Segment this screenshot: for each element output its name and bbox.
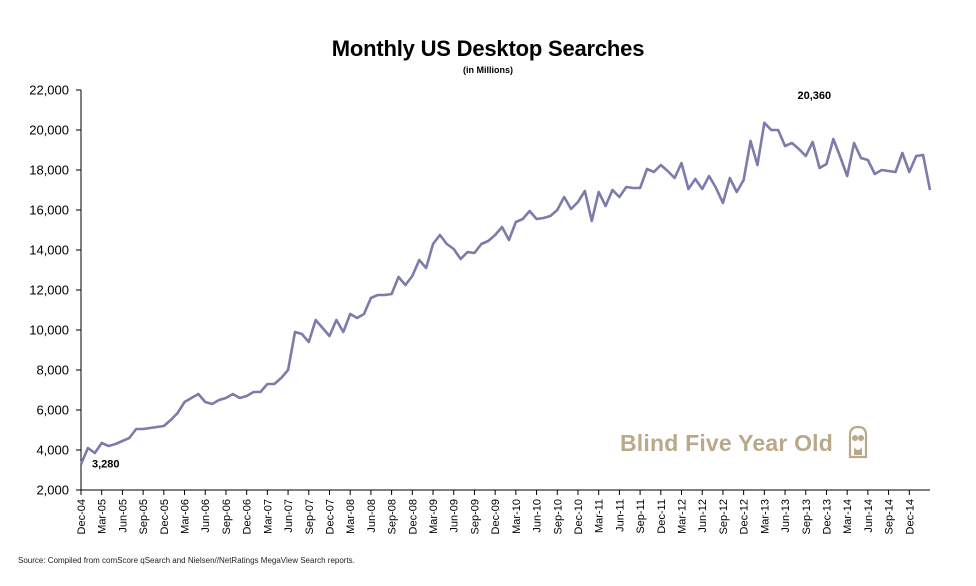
x-tick-label: Dec-06 (242, 499, 254, 534)
x-tick-label: Sep-11 (635, 499, 647, 534)
y-tick-label: 16,000 (29, 203, 69, 218)
x-tick-label: Dec-14 (904, 499, 916, 534)
x-tick-label: Dec-04 (76, 499, 88, 534)
x-tick-label: Mar-08 (345, 499, 357, 534)
x-tick-label: Jun-12 (697, 499, 709, 533)
x-tick-label: Mar-14 (842, 499, 854, 534)
x-tick-label: Jun-13 (780, 499, 792, 533)
x-tick-label: Mar-11 (594, 499, 606, 533)
x-tick-label: Sep-10 (552, 499, 564, 534)
y-tick-label: 2,000 (36, 483, 69, 498)
y-tick-label: 18,000 (29, 163, 69, 178)
x-tick-label: Dec-13 (821, 499, 833, 534)
x-tick-label: Jun-07 (283, 499, 295, 533)
data-label: 3,280 (92, 458, 120, 470)
data-labels: 3,280 20,360 (92, 90, 831, 471)
x-tick-label: Dec-05 (159, 499, 171, 534)
x-tick-label: Mar-06 (180, 499, 192, 534)
chart-title: Monthly US Desktop Searches (331, 36, 645, 61)
x-tick-label: Dec-11 (656, 499, 668, 534)
x-tick-label: Sep-06 (221, 499, 233, 534)
x-tick-label: Jun-08 (366, 499, 378, 533)
x-tick-label: Mar-09 (428, 499, 440, 534)
chart-subtitle: (in Millions) (463, 65, 513, 75)
y-tick-label: 8,000 (36, 363, 69, 378)
x-tick-label: Jun-06 (200, 499, 212, 533)
x-tick-label: Jun-10 (532, 499, 544, 533)
y-tick-label: 10,000 (29, 323, 69, 338)
y-tick-label: 6,000 (36, 403, 69, 418)
x-tick-label: Sep-07 (304, 499, 316, 534)
x-tick-label: Sep-08 (387, 499, 399, 534)
owl-icon (848, 425, 868, 459)
y-axis: 2,000 4,000 6,000 8,000 10,000 12,000 14,000 16… (29, 83, 81, 498)
y-tick-label: 12,000 (29, 283, 69, 298)
x-tick-label: Mar-05 (97, 499, 109, 534)
data-label: 20,360 (798, 90, 832, 102)
x-tick-label: Mar-12 (677, 499, 689, 534)
x-tick-label: Sep-14 (884, 499, 896, 534)
x-axis: Dec-04 Mar-05 Jun-05 Sep-05 Dec-05 Mar-06 Jun-… (76, 490, 916, 534)
y-tick-label: 20,000 (29, 123, 69, 138)
series-line (79, 121, 932, 465)
x-tick-label: Dec-12 (739, 499, 751, 534)
watermark-text: Blind Five Year Old (620, 430, 834, 456)
x-tick-label: Jun-11 (614, 499, 626, 532)
y-tick-label: 4,000 (36, 443, 69, 458)
x-tick-label: Mar-10 (511, 499, 523, 534)
x-tick-label: Dec-07 (324, 499, 336, 534)
x-tick-label: Dec-10 (573, 499, 585, 534)
x-tick-label: Sep-09 (469, 499, 481, 534)
x-tick-label: Mar-07 (262, 499, 274, 534)
x-tick-label: Jun-14 (863, 499, 875, 533)
x-tick-label: Jun-09 (449, 499, 461, 533)
y-tick-label: 14,000 (29, 243, 69, 258)
x-tick-label: Mar-13 (759, 499, 771, 534)
x-tick-label: Dec-09 (490, 499, 502, 534)
x-tick-label: Dec-08 (407, 499, 419, 534)
x-tick-label: Sep-05 (138, 499, 150, 534)
source-note: Source: Compiled from comScore qSearch a… (18, 556, 355, 565)
x-tick-label: Sep-12 (718, 499, 730, 534)
x-tick-label: Sep-13 (801, 499, 813, 534)
x-tick-label: Jun-05 (117, 499, 129, 533)
y-tick-label: 22,000 (29, 83, 69, 98)
